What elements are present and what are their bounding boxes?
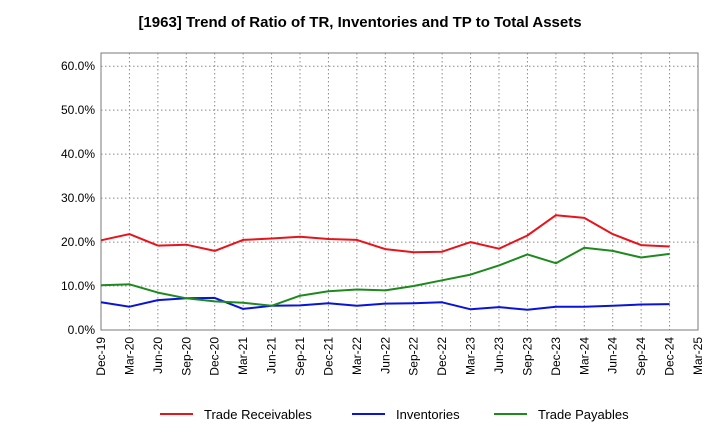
y-tick-label: 50.0% (61, 103, 95, 117)
series-line (100, 296, 670, 311)
x-tick-label: Mar-20 (122, 337, 136, 375)
x-tick-label: Jun-21 (265, 337, 279, 374)
x-tick-label: Mar-21 (236, 337, 250, 375)
x-tick-label: Mar-22 (350, 337, 364, 375)
legend: Trade Receivables Inventories Trade Payabl… (160, 407, 629, 422)
legend-label: Inventories (396, 407, 460, 422)
y-tick-label: 10.0% (61, 279, 95, 293)
y-tick-label: 20.0% (61, 235, 95, 249)
y-tick-label: 60.0% (61, 59, 95, 73)
series-line (100, 214, 670, 254)
legend-label: Trade Payables (538, 407, 629, 422)
x-tick-label: Dec-21 (321, 337, 335, 376)
legend-label: Trade Receivables (204, 407, 312, 422)
x-tick-label: Sep-23 (520, 337, 534, 376)
x-tick-label: Dec-20 (208, 337, 222, 376)
y-tick-label: 0.0% (68, 323, 96, 337)
x-tick-label: Dec-23 (549, 337, 563, 376)
x-tick-label: Dec-24 (663, 337, 677, 376)
series-line (100, 246, 670, 307)
axis-layer: 0.0% 10.0% 20.0% 30.0% 40.0% 50.0% 60.0% Dec-19… (61, 52, 705, 376)
series-layer (100, 214, 670, 311)
x-tick-label: Mar-24 (577, 337, 591, 375)
x-tick-label: Dec-22 (435, 337, 449, 376)
x-tick-label: Sep-24 (634, 337, 648, 376)
x-tick-label: Mar-23 (464, 337, 478, 375)
y-tick-label: 30.0% (61, 191, 95, 205)
x-tick-label: Jun-20 (151, 337, 165, 374)
x-tick-label: Sep-22 (407, 337, 421, 376)
plot-frame (100, 52, 699, 331)
x-tick-label: Sep-21 (293, 337, 307, 376)
x-tick-label: Jun-24 (606, 337, 620, 374)
x-tick-label: Jun-22 (378, 337, 392, 374)
x-tick-label: Mar-25 (691, 337, 705, 375)
x-tick-label: Sep-20 (179, 337, 193, 376)
x-tick-label: Dec-19 (94, 337, 108, 376)
chart-title: [1963] Trend of Ratio of TR, Inventories… (138, 14, 582, 31)
x-tick-label: Jun-23 (492, 337, 506, 374)
y-tick-label: 40.0% (61, 147, 95, 161)
